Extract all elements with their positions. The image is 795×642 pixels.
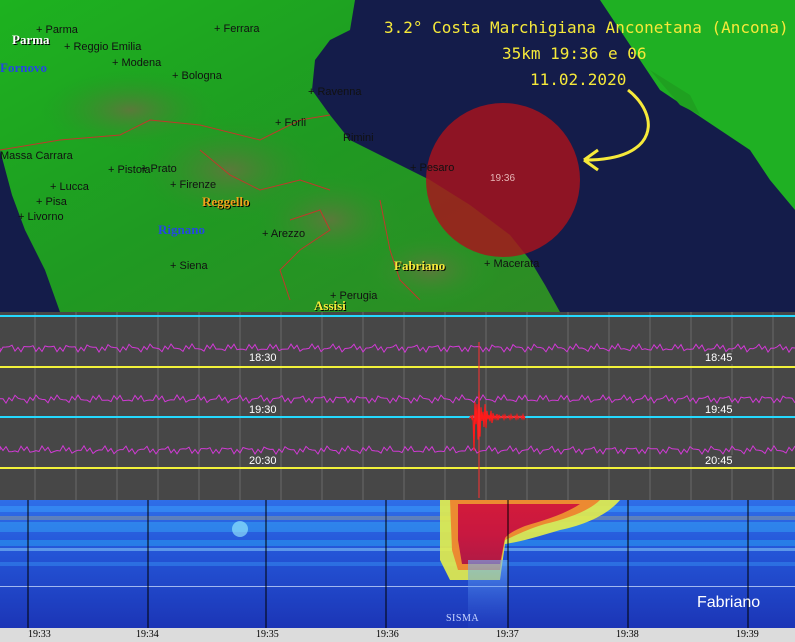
time-label-left-3: 20:30	[247, 455, 279, 467]
trace-wave	[0, 393, 795, 405]
spectrogram-panel	[0, 500, 795, 642]
city-ravenna: + Ravenna	[308, 86, 362, 98]
city-siena: + Siena	[170, 260, 208, 272]
event-title: 3.2° Costa Marchigiana Anconetana (Ancon…	[384, 18, 789, 37]
time-label-right-3: 20:45	[703, 455, 735, 467]
event-marker-label: SISMA	[446, 613, 480, 624]
seismograph-traces	[0, 312, 795, 500]
city-lucca: + Lucca	[50, 181, 89, 193]
event-date: 11.02.2020	[530, 70, 627, 89]
spectrogram-image	[0, 500, 795, 642]
city-firenze: + Firenze	[170, 179, 217, 191]
region-label-rignano: Rignano	[158, 222, 205, 237]
city-prato: + Prato	[141, 163, 177, 175]
trace-wave	[0, 444, 795, 456]
city-macerata: + Macerata	[484, 258, 540, 270]
time-tick-5: 19:37	[496, 629, 519, 640]
epicenter-time-label: 19:36	[490, 173, 516, 184]
city-modena: + Modena	[112, 57, 162, 69]
city-arezzo: + Arezzo	[262, 228, 306, 240]
time-tick-4: 19:36	[376, 629, 399, 640]
region-label-fornovo: Fornovo	[0, 60, 47, 75]
time-tick-7: 19:39	[736, 629, 759, 640]
city-pistoia: + Pistoia	[108, 164, 151, 176]
city-perugia: + Perugia	[330, 290, 378, 302]
quake-waveform	[469, 391, 526, 451]
city-pesaro: + Pesaro	[410, 162, 455, 174]
city-ferrara: + Ferrara	[214, 23, 260, 35]
city-livorno: + Livorno	[18, 211, 64, 223]
time-tick-6: 19:38	[616, 629, 639, 640]
map-background	[0, 0, 795, 312]
city-pisa: + Pisa	[36, 196, 67, 208]
trace-wave	[0, 342, 795, 354]
time-label-left-2: 19:30	[247, 404, 279, 416]
region-label-reggello: Reggello	[202, 194, 250, 209]
region-label-fabriano: Fabriano	[394, 258, 446, 273]
city-parma: + Parma	[36, 24, 78, 36]
epicenter-map: 19:36 3.2° Costa Marchigiana Anconetana …	[0, 0, 795, 312]
time-tick-1: 19:33	[28, 629, 51, 640]
city-bologna: + Bologna	[172, 70, 222, 82]
seismograph-panel: 18:30 19:30 20:30 18:45 19:45 20:45	[0, 312, 795, 500]
city-forli: + Forlì	[275, 117, 307, 129]
spectrogram-time-axis	[0, 628, 795, 642]
station-name: Fabriano	[697, 594, 761, 611]
time-label-left-1: 18:30	[247, 352, 279, 364]
city-massa-carrara: Massa Carrara	[0, 150, 73, 162]
time-tick-3: 19:35	[256, 629, 279, 640]
event-depth-time: 35km 19:36 e 06	[502, 44, 647, 63]
time-label-right-2: 19:45	[703, 404, 735, 416]
city-reggio-emilia: + Reggio Emilia	[64, 41, 142, 53]
epicenter-circle	[426, 103, 580, 257]
region-label-parma: Parma	[12, 32, 50, 47]
time-label-right-1: 18:45	[703, 352, 735, 364]
region-label-assisi: Assisi	[314, 298, 346, 312]
city-rimini: Rimini	[343, 132, 374, 144]
time-tick-2: 19:34	[136, 629, 159, 640]
